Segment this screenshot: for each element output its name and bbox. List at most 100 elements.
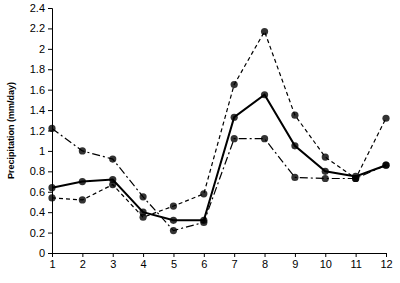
y-tick-label: 1.8 xyxy=(30,63,45,75)
plot: 00.20.40.60.811.21.41.61.822.22.41234567… xyxy=(30,2,393,270)
y-tick-label: 2.2 xyxy=(30,22,45,34)
series-marker xyxy=(261,135,268,142)
y-tick: 2.2 xyxy=(30,22,52,34)
series-marker xyxy=(200,219,207,226)
x-tick-mark xyxy=(82,253,83,257)
y-tick-mark xyxy=(48,90,52,91)
x-tick-label: 11 xyxy=(350,258,361,270)
y-axis-title: Precipitation (mm/day) xyxy=(6,82,16,179)
y-tick-label: 1.6 xyxy=(30,84,45,96)
series-marker xyxy=(382,115,389,122)
y-tick: 2.4 xyxy=(30,2,52,14)
y-tick-mark xyxy=(48,212,52,213)
x-tick: 3 xyxy=(110,253,116,270)
x-tick-mark xyxy=(295,253,296,257)
x-tick-label: 1 xyxy=(49,258,55,270)
y-tick-mark xyxy=(48,49,52,50)
y-tick: 0.8 xyxy=(30,165,52,177)
y-tick-label: 0.8 xyxy=(30,165,45,177)
series-marker xyxy=(231,135,238,142)
y-tick: 2 xyxy=(39,43,52,55)
x-tick: 10 xyxy=(320,253,332,270)
series-marker xyxy=(291,142,298,149)
y-tick: 1.4 xyxy=(30,104,52,116)
x-tick-mark xyxy=(325,253,326,257)
y-tick-label: 0 xyxy=(39,247,45,259)
x-tick-mark xyxy=(356,253,357,257)
y-tick-mark xyxy=(48,8,52,9)
y-tick-label: 2 xyxy=(39,43,45,55)
y-tick-mark xyxy=(48,110,52,111)
x-axis-line xyxy=(53,254,387,258)
x-tick-label: 6 xyxy=(201,258,207,270)
y-tick-label: 0.4 xyxy=(30,206,45,218)
x-tick-label: 4 xyxy=(141,258,147,270)
y-tick-label: 1.4 xyxy=(30,104,45,116)
y-tick-mark xyxy=(48,253,52,254)
series-marker xyxy=(291,174,298,181)
x-tick: 9 xyxy=(292,253,298,270)
y-tick-mark xyxy=(48,69,52,70)
series-marker xyxy=(322,175,329,182)
series-line xyxy=(52,95,386,221)
marks xyxy=(48,28,389,234)
y-tick-label: 2.4 xyxy=(30,2,45,14)
series-marker xyxy=(48,125,55,132)
series-marker xyxy=(352,175,359,182)
x-tick-mark xyxy=(386,253,387,257)
series-marker xyxy=(139,214,146,221)
series-marker xyxy=(109,181,116,188)
x-tick-mark xyxy=(204,253,205,257)
series-marker xyxy=(170,202,177,209)
y-tick-mark xyxy=(48,233,52,234)
chart: 00.20.40.60.811.21.41.61.822.22.41234567… xyxy=(0,0,400,283)
series-marker xyxy=(382,162,389,169)
x-tick-label: 5 xyxy=(171,258,177,270)
y-tick-mark xyxy=(48,151,52,152)
x-tick: 11 xyxy=(350,253,361,270)
x-tick-mark xyxy=(173,253,174,257)
x-tick: 12 xyxy=(380,253,392,270)
y-tick: 1.6 xyxy=(30,84,52,96)
series-marker xyxy=(322,153,329,160)
series-marker xyxy=(261,91,268,98)
x-tick-label: 2 xyxy=(80,258,86,270)
y-tick: 1 xyxy=(39,145,52,157)
y-tick-mark xyxy=(48,28,52,29)
x-tick: 8 xyxy=(262,253,268,270)
x-tick-mark xyxy=(52,253,53,257)
series-marker xyxy=(231,81,238,88)
x-tick: 7 xyxy=(232,253,238,270)
x-tick: 2 xyxy=(80,253,86,270)
series-marker xyxy=(322,168,329,175)
y-tick-label: 1 xyxy=(39,145,45,157)
series-marker xyxy=(231,114,238,121)
x-tick: 5 xyxy=(171,253,177,270)
x-axis: 123456789101112 xyxy=(49,253,392,270)
series-marker xyxy=(291,112,298,119)
series-marker xyxy=(139,193,146,200)
series-line xyxy=(52,128,386,230)
y-tick: 0.4 xyxy=(30,206,52,218)
x-tick-label: 9 xyxy=(292,258,298,270)
x-tick-label: 12 xyxy=(380,258,392,270)
x-tick: 1 xyxy=(49,253,55,270)
series-line xyxy=(52,31,386,217)
series-marker xyxy=(170,227,177,234)
x-tick-label: 8 xyxy=(262,258,268,270)
x-tick-mark xyxy=(234,253,235,257)
x-tick-mark xyxy=(265,253,266,257)
series-marker xyxy=(109,155,116,162)
x-tick: 4 xyxy=(141,253,147,270)
series-marker xyxy=(382,162,389,169)
y-tick-label: 0.6 xyxy=(30,186,45,198)
series-marker xyxy=(79,196,86,203)
x-tick-label: 10 xyxy=(320,258,332,270)
series-marker xyxy=(48,184,55,191)
x-tick-label: 3 xyxy=(110,258,116,270)
series-marker xyxy=(170,217,177,224)
x-tick: 6 xyxy=(201,253,207,270)
series-marker xyxy=(79,147,86,154)
y-tick: 0.2 xyxy=(30,227,52,239)
y-tick-label: 0.2 xyxy=(30,227,45,239)
